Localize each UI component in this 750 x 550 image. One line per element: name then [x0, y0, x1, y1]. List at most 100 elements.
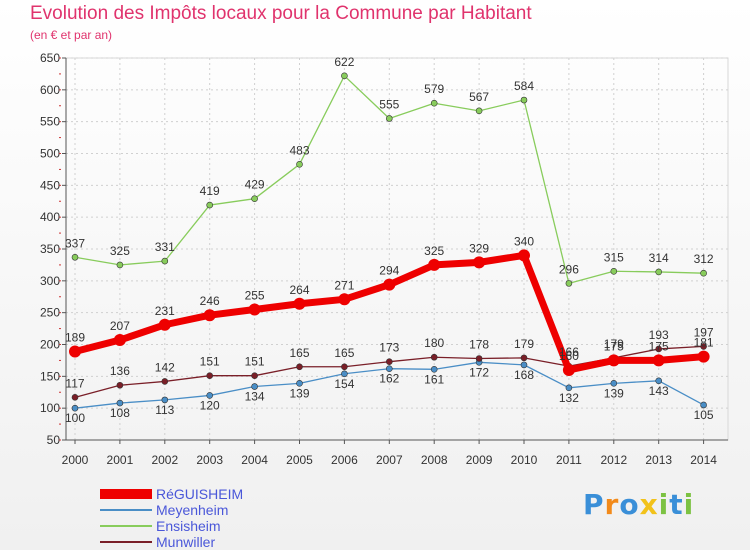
data-label-ensisheim: 419: [200, 184, 220, 198]
x-tick-label: 2000: [62, 453, 89, 467]
data-point-ensisheim: [251, 195, 258, 203]
data-point-rguisheim: [383, 278, 396, 291]
x-tick-label: 2012: [600, 453, 627, 467]
data-label-ensisheim: 315: [604, 250, 624, 264]
data-point-rguisheim: [113, 334, 126, 347]
data-point-meyenheim: [655, 377, 663, 385]
data-point-ensisheim: [385, 115, 393, 122]
data-point-ensisheim: [475, 107, 483, 115]
data-label-rguisheim: 325: [424, 244, 444, 258]
data-label-meyenheim: 105: [694, 408, 714, 422]
legend-item-ensisheim[interactable]: Ensisheim: [100, 518, 243, 534]
data-point-ensisheim: [430, 99, 438, 107]
data-point-meyenheim: [700, 401, 707, 409]
data-point-rguisheim: [562, 363, 575, 376]
x-tick-label: 2002: [151, 453, 178, 467]
data-point-munwiller: [206, 372, 213, 379]
data-label-munwiller: 165: [289, 346, 309, 360]
y-tick-label: 650: [40, 51, 60, 65]
y-tick-label: 350: [40, 242, 60, 256]
data-label-ensisheim: 337: [65, 236, 85, 250]
data-label-munwiller: 151: [245, 355, 265, 369]
x-tick-label: 2011: [556, 453, 582, 467]
data-label-rguisheim: 264: [289, 283, 309, 297]
data-point-meyenheim: [385, 365, 393, 372]
data-label-ensisheim: 483: [289, 143, 309, 157]
legend: RéGUISHEIM Meyenheim Ensisheim Munwiller: [100, 486, 243, 550]
data-label-munwiller: 178: [469, 338, 489, 352]
data-label-rguisheim: 175: [604, 339, 624, 353]
y-tick-label: 450: [40, 178, 60, 192]
data-point-meyenheim: [610, 380, 618, 387]
brand-letter: i: [683, 488, 695, 521]
y-tick-label: 150: [40, 369, 60, 383]
x-tick-label: 2009: [466, 453, 493, 467]
data-label-rguisheim: 255: [245, 288, 265, 302]
legend-swatch: [100, 509, 152, 511]
data-label-ensisheim: 312: [694, 252, 714, 266]
y-tick-label: 600: [40, 83, 60, 97]
data-point-munwiller: [116, 381, 124, 389]
data-label-rguisheim: 271: [334, 278, 354, 292]
data-label-ensisheim: 555: [379, 97, 399, 111]
data-point-ensisheim: [520, 96, 528, 104]
data-label-rguisheim: 207: [110, 319, 130, 333]
data-label-rguisheim: 181: [694, 336, 714, 350]
data-point-rguisheim: [428, 258, 441, 271]
data-label-meyenheim: 172: [469, 365, 489, 379]
chart-subtitle: (en € et par an): [30, 28, 113, 42]
data-label-meyenheim: 168: [514, 368, 534, 382]
data-point-munwiller: [655, 345, 663, 353]
data-point-meyenheim: [565, 384, 573, 392]
data-point-rguisheim: [518, 249, 530, 262]
x-tick-label: 2008: [421, 453, 448, 467]
data-point-munwiller: [341, 363, 348, 371]
data-point-ensisheim: [206, 201, 213, 209]
data-label-meyenheim: 143: [649, 384, 669, 398]
data-label-meyenheim: 134: [245, 390, 265, 404]
data-label-rguisheim: 294: [379, 264, 399, 278]
data-label-meyenheim: 161: [424, 372, 444, 386]
data-label-munwiller: 166: [559, 345, 579, 359]
data-point-meyenheim: [296, 380, 303, 387]
brand-letter: t: [669, 488, 684, 521]
data-label-ensisheim: 331: [155, 240, 175, 254]
data-point-rguisheim: [203, 309, 216, 322]
data-label-meyenheim: 154: [334, 377, 354, 391]
data-point-munwiller: [161, 378, 169, 385]
data-point-meyenheim: [116, 399, 124, 407]
brand-letter: r: [604, 488, 620, 521]
x-tick-label: 2014: [690, 453, 717, 467]
data-point-rguisheim: [248, 303, 261, 316]
y-tick-label: 50: [47, 433, 61, 447]
data-point-ensisheim: [610, 267, 618, 275]
x-tick-label: 2003: [196, 453, 223, 467]
data-label-rguisheim: 175: [649, 339, 669, 353]
data-point-munwiller: [71, 394, 79, 401]
brand-letter: x: [639, 488, 659, 521]
data-point-meyenheim: [520, 361, 528, 369]
data-label-munwiller: 142: [155, 360, 175, 374]
data-point-rguisheim: [473, 256, 486, 269]
legend-item-meyenheim[interactable]: Meyenheim: [100, 502, 243, 518]
data-label-munwiller: 117: [65, 376, 84, 390]
data-label-meyenheim: 100: [65, 411, 85, 425]
y-tick-label: 400: [40, 210, 60, 224]
data-label-rguisheim: 231: [155, 304, 175, 318]
data-point-rguisheim: [158, 318, 171, 331]
y-tick-label: 250: [40, 306, 60, 320]
data-point-meyenheim: [206, 392, 213, 399]
data-point-ensisheim: [296, 161, 303, 168]
data-label-rguisheim: 340: [514, 234, 534, 248]
y-tick-label: 200: [40, 338, 60, 352]
legend-item-munwiller[interactable]: Munwiller: [100, 534, 243, 550]
data-point-ensisheim: [565, 280, 573, 287]
data-label-rguisheim: 329: [469, 241, 489, 255]
data-label-ensisheim: 325: [110, 244, 130, 258]
data-point-rguisheim: [293, 297, 306, 310]
data-label-munwiller: 179: [604, 337, 624, 351]
legend-item-reguisheim[interactable]: RéGUISHEIM: [100, 486, 243, 502]
x-tick-label: 2004: [241, 453, 268, 467]
legend-swatch: [100, 541, 152, 543]
